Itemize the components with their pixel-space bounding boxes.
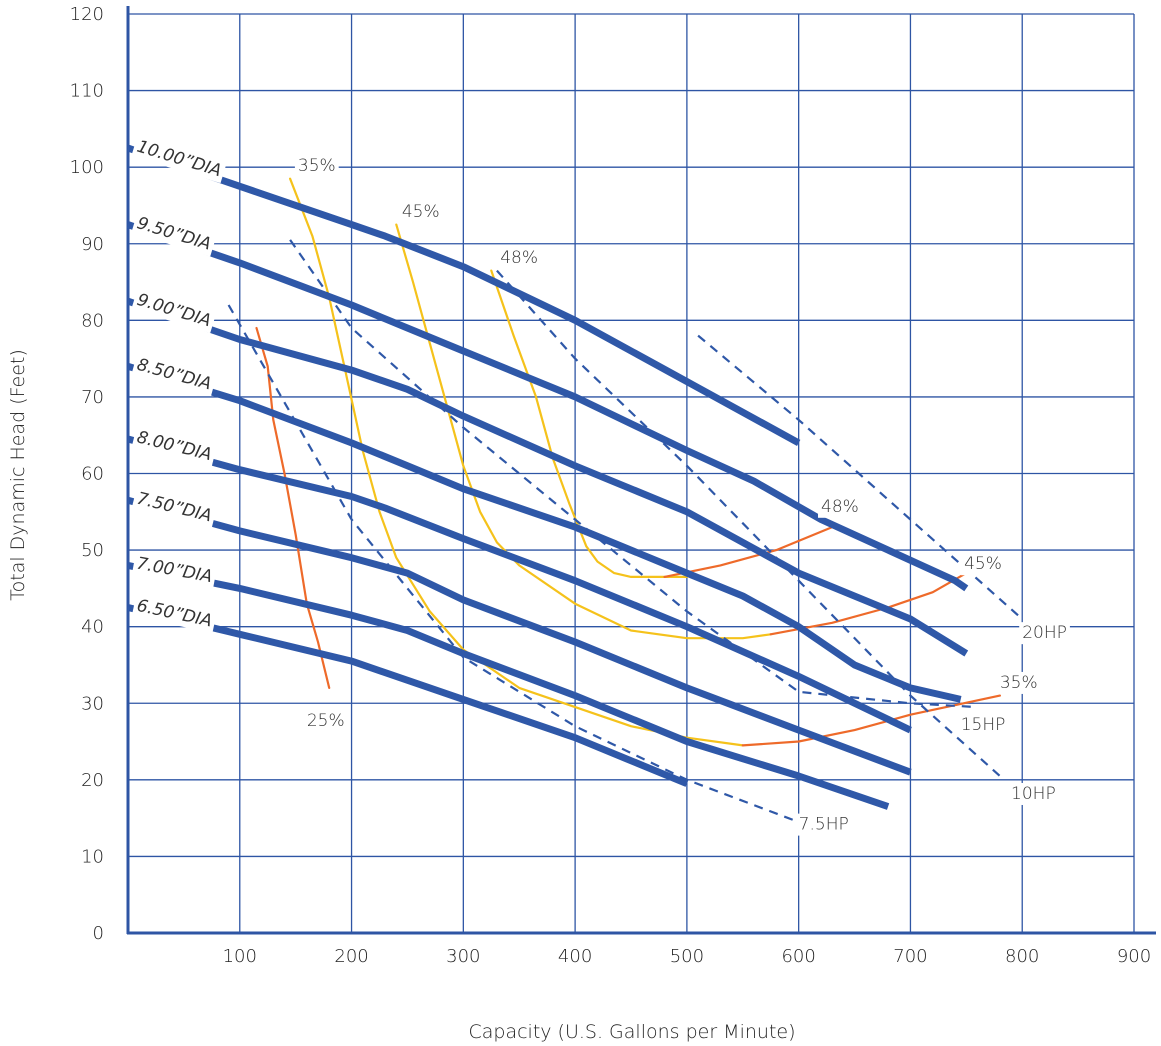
- x-axis-title: Capacity (U.S. Gallons per Minute): [468, 1021, 795, 1043]
- x-tick-label: 900: [1117, 946, 1151, 967]
- x-tick-label: 100: [223, 946, 257, 967]
- curve-label: 15HP: [957, 714, 1009, 737]
- label-text: 45%: [402, 202, 440, 222]
- label-text: 15HP: [961, 715, 1006, 735]
- y-tick-label: 60: [81, 464, 104, 485]
- label-background: [131, 353, 217, 397]
- label-background: [131, 288, 217, 334]
- curve-label: 45%: [961, 553, 1005, 576]
- label-text: 9.00”DIA: [135, 290, 214, 331]
- label-background: [996, 671, 1041, 694]
- y-axis-title: Total Dynamic Head (Feet): [7, 349, 29, 601]
- x-tick-label: 700: [893, 946, 927, 967]
- impeller-curve: [126, 221, 969, 592]
- axes: 0 10 20 30 40 50 60 70 80 90 100 110 120 100 200 300 400…: [70, 4, 1156, 967]
- efficiency-line: [395, 223, 772, 640]
- label-text: 35%: [298, 156, 336, 176]
- y-tick-label: 70: [81, 387, 104, 408]
- curve-label: 10.00”DIA: [131, 134, 227, 184]
- y-tick-label: 10: [81, 846, 104, 867]
- curve-label: 7.00”DIA: [131, 552, 217, 589]
- label-text: 8.50”DIA: [135, 355, 214, 395]
- curve-label: 9.50”DIA: [131, 211, 217, 257]
- label-text: 7.00”DIA: [135, 554, 214, 588]
- x-tick-label: 500: [670, 946, 704, 967]
- label-background: [303, 710, 348, 733]
- label-background: [131, 594, 217, 634]
- horsepower-line: [227, 304, 800, 824]
- label-background: [294, 154, 339, 177]
- horsepower-line: [289, 239, 978, 709]
- y-tick-label: 110: [70, 81, 104, 102]
- x-tick-label: 600: [781, 946, 815, 967]
- label-text: 48%: [500, 248, 538, 268]
- label-text: 10HP: [1011, 784, 1056, 804]
- label-background: [497, 246, 542, 269]
- label-text: 7.50”DIA: [135, 489, 214, 527]
- label-background: [131, 134, 227, 184]
- horsepower-line: [496, 269, 1001, 777]
- curve-label: 48%: [497, 246, 542, 269]
- curve-label: 48%: [818, 495, 862, 518]
- impeller-curve: [127, 435, 912, 734]
- y-tick-label: 90: [81, 234, 104, 255]
- x-tick-label: 300: [446, 946, 480, 967]
- label-background: [961, 553, 1005, 576]
- curve-label: 20HP: [1019, 622, 1070, 645]
- label-background: [131, 552, 217, 589]
- impeller-curve: [126, 362, 962, 703]
- curve-label: 25%: [303, 710, 348, 733]
- label-text: 35%: [1000, 673, 1038, 693]
- y-tick-label: 30: [81, 693, 104, 714]
- label-background: [131, 487, 217, 529]
- x-tick-label: 800: [1005, 946, 1039, 967]
- label-background: [131, 211, 217, 257]
- label-background: [795, 813, 852, 836]
- curve-label: 8.00”DIA: [131, 425, 217, 467]
- efficiency-line: [255, 326, 331, 689]
- curve-label: 35%: [996, 671, 1041, 694]
- label-text: 25%: [307, 711, 345, 731]
- curve-label: 9.00”DIA: [131, 288, 217, 334]
- y-tick-label: 40: [81, 617, 104, 638]
- label-background: [398, 200, 443, 223]
- curve-labels: 10.00”DIA 9.50”DIA 9.00”DIA 8.50”DIA 8.00”DI…: [131, 134, 1070, 836]
- y-tick-label: 20: [81, 770, 104, 791]
- impeller-curve: [126, 144, 801, 446]
- label-text: 7.5HP: [799, 815, 849, 835]
- label-background: [818, 495, 862, 518]
- label-background: [131, 425, 217, 467]
- efficiency-line: [663, 526, 834, 578]
- curve-label: 10HP: [1008, 782, 1059, 805]
- efficiency-line: [741, 694, 1001, 747]
- y-tick-label: 50: [81, 540, 104, 561]
- y-tick-label: 80: [81, 310, 104, 331]
- curve-label: 7.50”DIA: [131, 487, 217, 529]
- impeller-curve: [127, 604, 689, 787]
- label-text: 9.50”DIA: [135, 213, 214, 254]
- curve-label: 7.5HP: [795, 813, 852, 836]
- curve-label: 8.50”DIA: [131, 353, 217, 397]
- label-text: 48%: [821, 497, 859, 517]
- label-background: [1019, 622, 1070, 645]
- impeller-curve: [127, 561, 890, 810]
- y-tick-label: 100: [70, 157, 104, 178]
- label-text: 8.00”DIA: [135, 427, 214, 465]
- impeller-curve: [126, 297, 969, 657]
- curve-label: 35%: [294, 154, 339, 177]
- grid: [128, 13, 1135, 933]
- impeller-curve: [127, 496, 912, 776]
- label-text: 45%: [964, 554, 1002, 574]
- y-tick-label: 0: [93, 923, 104, 944]
- x-tick-label: 400: [558, 946, 592, 967]
- curve-label: 45%: [398, 200, 443, 223]
- y-tick-label: 120: [70, 4, 104, 25]
- label-background: [1008, 782, 1059, 805]
- label-background: [957, 714, 1009, 737]
- label-text: 10.00”DIA: [135, 137, 224, 182]
- x-tick-label: 200: [334, 946, 368, 967]
- efficiency-line: [289, 177, 744, 747]
- label-text: 20HP: [1022, 623, 1067, 643]
